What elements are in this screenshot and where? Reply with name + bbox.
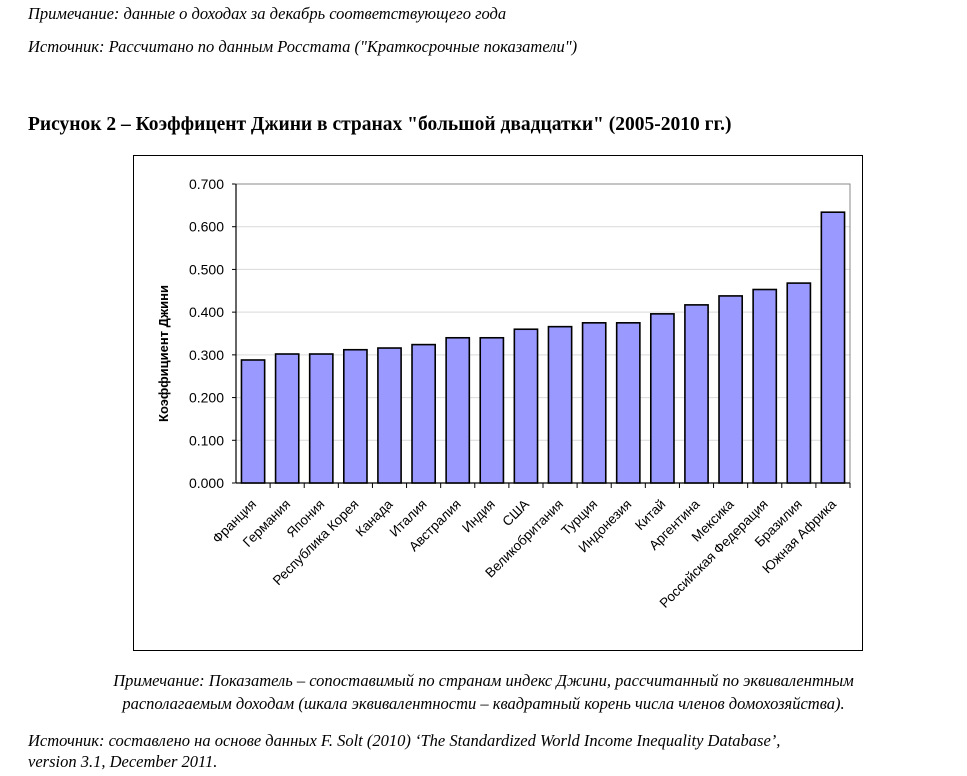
footer-source-line1: Источник: составлено на основе данных F.… <box>28 731 781 750</box>
y-axis-title: Коэффициент Джини <box>156 285 171 422</box>
bar <box>274 353 300 484</box>
bar <box>718 295 744 484</box>
bar <box>240 359 266 484</box>
bar <box>752 288 778 484</box>
y-tick-label: 0.100 <box>189 432 224 448</box>
chart-frame <box>133 155 863 651</box>
y-tick-label: 0.300 <box>189 347 224 363</box>
header-note: Примечание: данные о доходах за декабрь … <box>28 4 507 23</box>
bar <box>308 353 334 484</box>
footer-note-line2: располагаемым доходам (шкала эквивалентн… <box>122 694 845 713</box>
bar <box>479 336 505 484</box>
bar <box>342 348 368 484</box>
bar <box>547 325 573 484</box>
y-tick-label: 0.700 <box>189 176 224 192</box>
y-tick-label: 0.000 <box>189 475 224 491</box>
y-tick-label: 0.600 <box>189 219 224 235</box>
bar <box>820 211 846 484</box>
x-tick-label: Индия <box>459 497 498 536</box>
y-tick-label: 0.500 <box>189 261 224 277</box>
bar <box>377 347 402 484</box>
bar <box>445 336 471 484</box>
bar <box>411 343 437 484</box>
y-tick-label: 0.400 <box>189 304 224 320</box>
bar <box>581 322 607 484</box>
bar <box>513 328 539 484</box>
bar <box>786 282 812 484</box>
footer-source-line2: version 3.1, December 2011. <box>28 752 218 771</box>
header-source: Источник: Рассчитано по данным Росстата … <box>28 37 578 56</box>
footer-note-line1: Примечание: Показатель – сопоставимый по… <box>113 671 854 690</box>
bar <box>615 322 641 484</box>
bar <box>684 304 709 484</box>
figure-title: Рисунок 2 – Коэффицент Джини в странах "… <box>28 114 732 135</box>
y-tick-label: 0.200 <box>189 390 224 406</box>
bar <box>649 313 675 484</box>
